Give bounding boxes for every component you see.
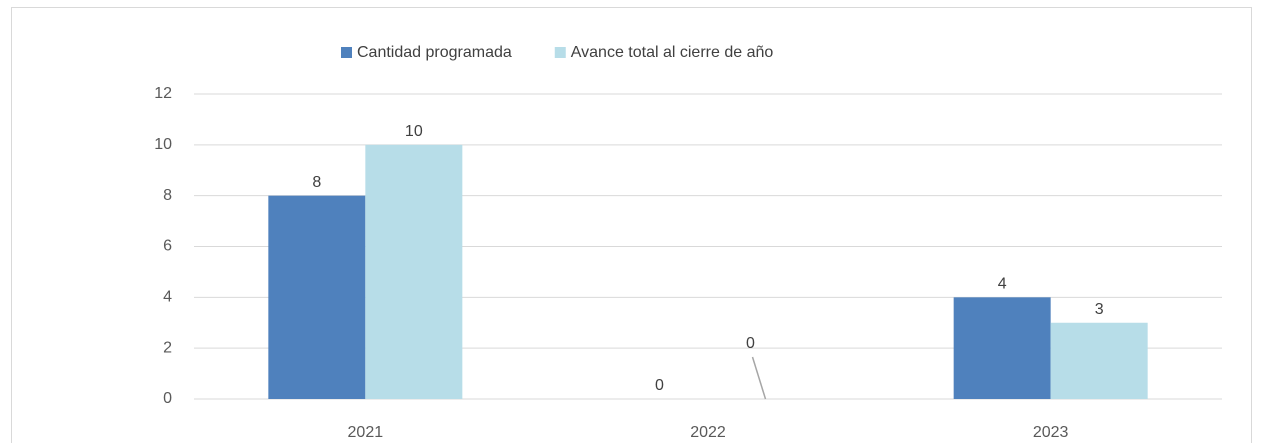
data-label: 8: [312, 174, 321, 191]
x-tick-label: 2021: [348, 424, 384, 441]
y-tick-label: 2: [163, 339, 172, 356]
x-tick-label: 2022: [690, 424, 726, 441]
legend-swatch: [554, 47, 566, 58]
data-label: 3: [1095, 301, 1104, 318]
data-label: 10: [405, 123, 423, 140]
legend-swatch: [341, 47, 352, 58]
data-label: 4: [998, 276, 1007, 293]
bar: [268, 195, 366, 399]
data-label: 0: [655, 377, 664, 394]
x-tick-label: 2023: [1033, 424, 1069, 441]
y-tick-label: 4: [163, 289, 172, 306]
bar: [1050, 322, 1148, 399]
bar: [365, 144, 463, 399]
y-tick-label: 12: [154, 85, 172, 102]
y-tick-label: 6: [163, 238, 172, 255]
y-tick-label: 8: [163, 187, 172, 204]
legend-label: Cantidad programada: [357, 44, 512, 61]
y-tick-label: 10: [154, 136, 172, 153]
legend-label: Avance total al cierre de año: [571, 44, 774, 61]
data-label: 0: [746, 335, 755, 352]
bar: [953, 297, 1051, 399]
leader-line: [751, 356, 767, 400]
y-tick-label: 0: [163, 390, 172, 407]
